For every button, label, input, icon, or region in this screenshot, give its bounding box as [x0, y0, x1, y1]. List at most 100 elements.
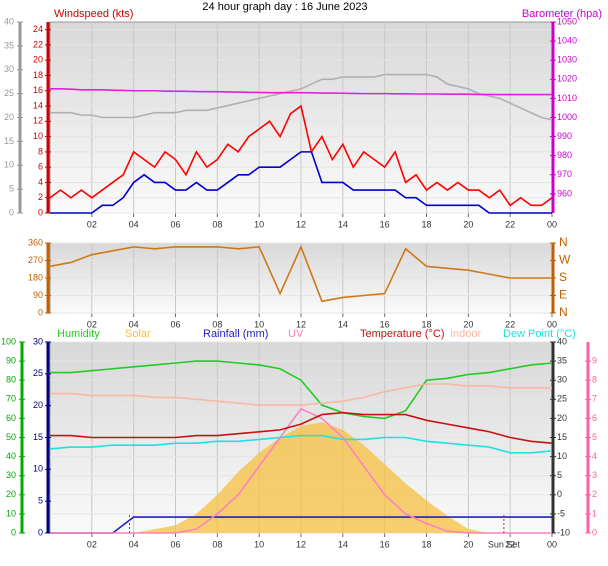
y-tick-label: 16 — [33, 85, 43, 95]
x-tick-label: 22 — [505, 539, 515, 549]
y-tick-label: 20 — [6, 489, 16, 499]
line — [50, 151, 552, 214]
y-tick-label: 5 — [557, 470, 562, 480]
y-tick-label: 0 — [592, 527, 597, 537]
x-tick-label: 10 — [254, 219, 264, 229]
y-tick-label: 40 — [6, 451, 16, 461]
x-tick-label: 10 — [254, 319, 264, 329]
y-tick-label: 15 — [4, 136, 14, 146]
y-tick-label: 40 — [557, 336, 567, 346]
y-tick-label: 1010 — [557, 93, 577, 103]
y-tick-label: 1020 — [557, 74, 577, 84]
x-tick-label: 08 — [212, 219, 222, 229]
y-tick-label: 15 — [33, 432, 43, 442]
y-tick-label: 14 — [33, 100, 43, 110]
y-tick-label: 30 — [33, 336, 43, 346]
y-tick-label: N — [559, 305, 568, 319]
x-tick-label: 04 — [129, 539, 139, 549]
y-tick-label: E — [559, 288, 567, 302]
y-tick-label: 0 — [38, 207, 43, 217]
y-tick-label: 360 — [28, 237, 43, 247]
y-tick-label: -10 — [557, 527, 570, 537]
x-tick-label: 18 — [421, 539, 431, 549]
y-tick-label: 6 — [38, 162, 43, 172]
y-tick-label: 4 — [38, 177, 43, 187]
y-tick-label: 20 — [557, 413, 567, 423]
line — [50, 411, 553, 445]
x-tick-label: 08 — [212, 539, 222, 549]
y-tick-label: 30 — [6, 470, 16, 480]
y-tick-label: N — [559, 235, 568, 249]
y-tick-label: 10 — [557, 451, 567, 461]
y-tick-label: 1000 — [557, 112, 577, 122]
y-tick-label: 25 — [557, 394, 567, 404]
y-tick-label: W — [559, 253, 571, 267]
y-tick-label: 5 — [38, 496, 43, 506]
y-tick-label: 20 — [33, 400, 43, 410]
legend-entry: Rainfall (mm) — [203, 328, 268, 340]
y-tick-label: 30 — [557, 375, 567, 385]
line — [50, 407, 552, 534]
y-tick-label: 20 — [33, 55, 43, 65]
legend-entry: Indoor — [450, 328, 482, 340]
y-tick-label: 0 — [9, 207, 14, 217]
x-tick-label: 04 — [129, 219, 139, 229]
x-tick-label: 22 — [505, 219, 515, 229]
y-tick-label: 5 — [592, 432, 597, 442]
y-tick-label: S — [559, 270, 567, 284]
x-tick-label: 16 — [380, 319, 390, 329]
y-tick-label: 18 — [33, 70, 43, 80]
chart-title: 24 hour graph day : 16 June 2023 — [202, 1, 367, 13]
line — [49, 434, 553, 454]
y-tick-label: 25 — [33, 368, 43, 378]
line — [50, 360, 553, 420]
y-tick-label: 6 — [592, 413, 597, 423]
x-tick-label: 10 — [254, 539, 264, 549]
y-tick-label: 8 — [592, 375, 597, 385]
x-tick-label: 00 — [547, 539, 557, 549]
y-tick-label: 22 — [33, 39, 43, 49]
x-tick-label: 16 — [380, 219, 390, 229]
x-tick-label: 16 — [380, 539, 390, 549]
x-tick-label: 20 — [463, 539, 473, 549]
y-axis-title: Windspeed (kts) — [54, 8, 133, 20]
y-tick-label: 1 — [592, 508, 597, 518]
legend-entry: Solar — [125, 328, 151, 340]
y-tick-label: 180 — [28, 272, 43, 282]
x-tick-label: 06 — [170, 219, 180, 229]
y-tick-label: 1040 — [557, 35, 577, 45]
x-tick-label: 06 — [170, 539, 180, 549]
line — [50, 516, 552, 534]
x-tick-label: 04 — [129, 319, 139, 329]
y-tick-label: 10 — [33, 131, 43, 141]
y-tick-label: 80 — [6, 375, 16, 385]
y-tick-label: 35 — [557, 355, 567, 365]
line — [50, 383, 552, 406]
y-tick-label: 5 — [9, 184, 14, 194]
y-tick-label: 980 — [557, 150, 572, 160]
y-tick-label: 90 — [6, 355, 16, 365]
area — [50, 422, 552, 533]
y-tick-label: 960 — [557, 188, 572, 198]
legend-entry: Temperature (°C) — [360, 328, 444, 340]
line — [49, 244, 552, 303]
y-tick-label: 8 — [38, 146, 43, 156]
y-tick-label: 990 — [557, 131, 572, 141]
y-tick-label: 2 — [592, 489, 597, 499]
x-tick-label: 18 — [421, 219, 431, 229]
y-tick-label: 0 — [38, 527, 43, 537]
line — [50, 73, 553, 121]
y-tick-label: 270 — [28, 255, 43, 265]
y-tick-label: 20 — [4, 112, 14, 122]
legend-entry: Dew Point (°C) — [503, 328, 576, 340]
y-tick-label: 40 — [4, 16, 14, 26]
y-tick-label: 25 — [4, 88, 14, 98]
y-tick-label: 0 — [11, 527, 16, 537]
y-tick-label: 0 — [557, 489, 562, 499]
y-tick-label: 3 — [592, 470, 597, 480]
x-tick-label: 20 — [463, 319, 473, 329]
y-tick-label: 1050 — [557, 16, 577, 26]
y-tick-label: 2 — [38, 192, 43, 202]
x-tick-label: 12 — [296, 319, 306, 329]
